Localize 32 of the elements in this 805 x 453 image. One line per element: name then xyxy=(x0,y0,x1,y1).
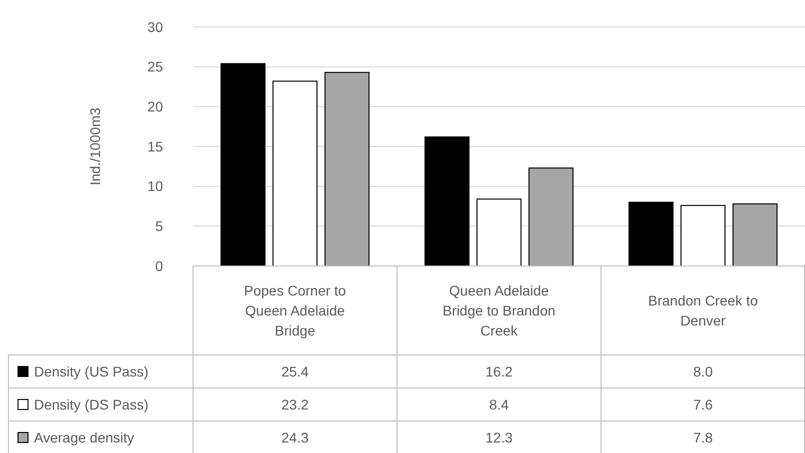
data-label: 25.4 xyxy=(281,363,309,380)
y-tick-label: 5 xyxy=(155,218,164,234)
x-tick-label: Queen Adelaide Bridge to Brandon Creek xyxy=(442,282,556,338)
y-tick-label: 15 xyxy=(147,138,164,154)
y-tick-label: 10 xyxy=(147,178,164,194)
bar xyxy=(272,80,318,266)
x-tick-label: Popes Corner to Queen Adelaide Bridge xyxy=(244,282,346,338)
x-tick-label: Brandon Creek to Denver xyxy=(648,292,758,328)
bar xyxy=(528,168,574,266)
data-label: 12.3 xyxy=(485,429,513,446)
data-label: 8.4 xyxy=(489,396,509,412)
data-label: 8.0 xyxy=(693,363,713,380)
data-label: 23.2 xyxy=(281,396,309,412)
bar xyxy=(424,136,470,266)
bar xyxy=(680,204,726,266)
bar xyxy=(476,198,522,266)
data-label: 7.6 xyxy=(693,396,713,412)
y-tick-label: 30 xyxy=(147,18,164,35)
bar xyxy=(628,202,674,266)
legend-label: Density (DS Pass) xyxy=(34,396,148,412)
y-tick-label: 0 xyxy=(155,258,164,274)
data-label: 16.2 xyxy=(485,363,513,380)
bar xyxy=(220,63,266,266)
y-tick-label: 20 xyxy=(147,98,164,115)
legend-label: Average density xyxy=(34,429,134,446)
bar xyxy=(732,203,778,266)
legend-label: Density (US Pass) xyxy=(34,363,148,380)
bar xyxy=(324,72,370,266)
data-label: 24.3 xyxy=(281,429,309,446)
y-axis-title: Ind./1000m3 xyxy=(87,107,103,186)
y-tick-label: 25 xyxy=(147,58,164,75)
data-label: 7.8 xyxy=(693,429,713,446)
